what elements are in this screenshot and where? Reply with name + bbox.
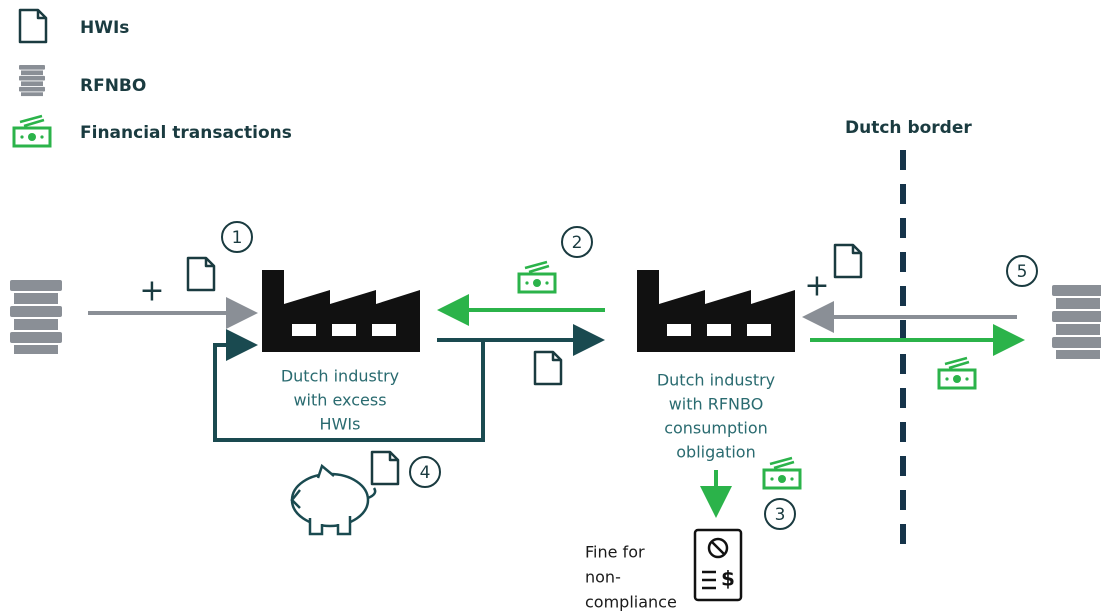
plus: + bbox=[804, 269, 829, 304]
node-label: with excess bbox=[293, 391, 386, 410]
factory bbox=[262, 270, 420, 352]
legend-label: Financial transactions bbox=[80, 123, 292, 143]
doc-icon bbox=[186, 256, 216, 292]
barrel bbox=[1052, 285, 1101, 359]
step-number: 5 bbox=[1017, 262, 1028, 282]
fine-label: non- bbox=[585, 568, 621, 587]
legend-barrel-icon bbox=[19, 65, 45, 97]
fine-label: Fine for bbox=[585, 543, 645, 562]
factory bbox=[637, 270, 795, 352]
step-number: 4 bbox=[420, 463, 431, 483]
barrel bbox=[10, 280, 62, 354]
loop-arrow bbox=[213, 329, 485, 442]
dollar: $ bbox=[721, 567, 735, 591]
legend-doc-icon bbox=[18, 8, 48, 44]
fine-icon bbox=[693, 528, 743, 602]
border-label: Dutch border bbox=[845, 118, 972, 138]
legend-money-icon bbox=[12, 114, 52, 148]
money-icon bbox=[937, 356, 977, 390]
node-label: consumption bbox=[664, 419, 768, 438]
node-label: Dutch industry bbox=[657, 371, 775, 390]
step-number: 2 bbox=[572, 233, 583, 253]
step-number: 3 bbox=[775, 505, 786, 525]
node-label: Dutch industry bbox=[281, 367, 399, 386]
doc-icon bbox=[833, 243, 863, 279]
money-icon bbox=[517, 260, 557, 294]
node-label: with RFNBO bbox=[669, 395, 764, 414]
doc-icon bbox=[533, 350, 563, 386]
piggy-bank bbox=[290, 463, 377, 536]
node-label: obligation bbox=[676, 443, 755, 462]
money-icon bbox=[762, 456, 802, 490]
step-number: 1 bbox=[232, 228, 243, 248]
step-circles bbox=[221, 221, 1038, 530]
legend-label: RFNBO bbox=[80, 76, 146, 96]
node-label: HWIs bbox=[320, 415, 361, 434]
fine-label: compliance bbox=[585, 593, 677, 612]
doc-icon bbox=[370, 450, 400, 486]
plus: + bbox=[139, 274, 164, 309]
legend-label: HWIs bbox=[80, 18, 129, 38]
